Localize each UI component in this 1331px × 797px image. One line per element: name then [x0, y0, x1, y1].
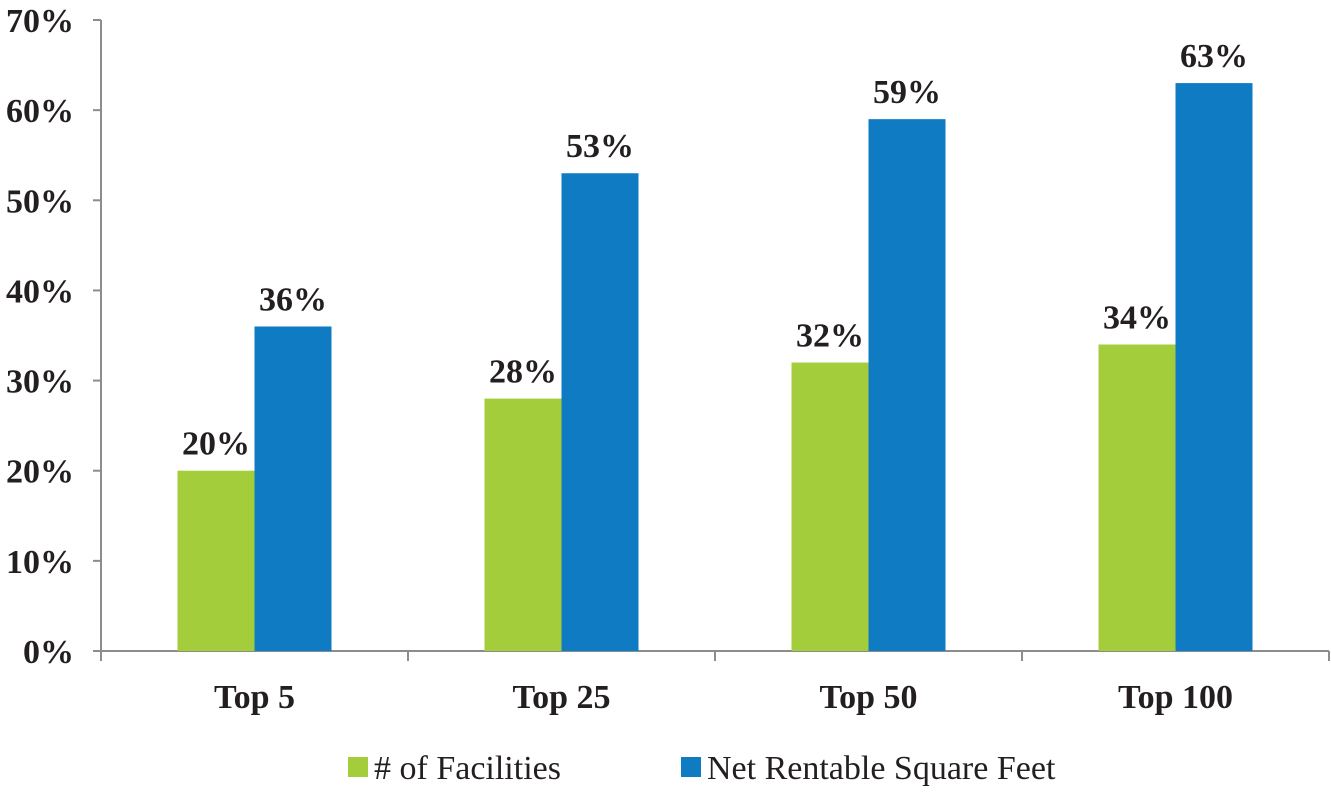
- legend-swatch: [681, 757, 701, 777]
- bar-facilities: [484, 398, 562, 651]
- bar-net-rentable-sqft: [1175, 83, 1253, 652]
- bar-net-rentable-sqft: [561, 173, 639, 651]
- x-category-label: Top 5: [214, 679, 295, 716]
- data-label: 36%: [259, 281, 327, 318]
- bar-net-rentable-sqft: [868, 119, 946, 651]
- y-tick-label: 0%: [23, 634, 74, 671]
- y-tick-label: 50%: [6, 183, 74, 220]
- legend: # of Facilities Net Rentable Square Feet: [348, 750, 1056, 787]
- y-tick-label: 70%: [6, 3, 74, 40]
- bar-facilities: [791, 362, 869, 651]
- x-category-label: Top 100: [1118, 679, 1233, 716]
- y-tick-label: 60%: [6, 93, 74, 130]
- data-label: 20%: [182, 426, 250, 463]
- bar-net-rentable-sqft: [254, 326, 332, 651]
- y-tick-label: 40%: [6, 273, 74, 310]
- data-label: 28%: [489, 354, 557, 391]
- x-category-label: Top 50: [820, 679, 918, 716]
- y-tick-label: 30%: [6, 364, 74, 401]
- data-label: 63%: [1180, 38, 1248, 75]
- data-label: 34%: [1103, 300, 1171, 337]
- data-label: 53%: [566, 128, 634, 165]
- axes: 0% 10% 20% 30% 40% 50% 60% 70% Top 5 Top 25 Top 50…: [6, 3, 1330, 716]
- data-label: 59%: [873, 74, 941, 111]
- data-label: 32%: [796, 318, 864, 355]
- bar-facilities: [1098, 344, 1176, 651]
- y-tick-label: 20%: [6, 454, 74, 491]
- legend-label: Net Rentable Square Feet: [707, 750, 1056, 787]
- y-tick-label: 10%: [6, 544, 74, 581]
- bar-facilities: [177, 470, 255, 651]
- data-labels: 20% 36% 28% 53% 32% 59% 34% 63%: [182, 38, 1248, 463]
- legend-swatch: [348, 757, 368, 777]
- x-category-label: Top 25: [513, 679, 611, 716]
- legend-label: # of Facilities: [374, 750, 561, 787]
- bars: [177, 83, 1253, 652]
